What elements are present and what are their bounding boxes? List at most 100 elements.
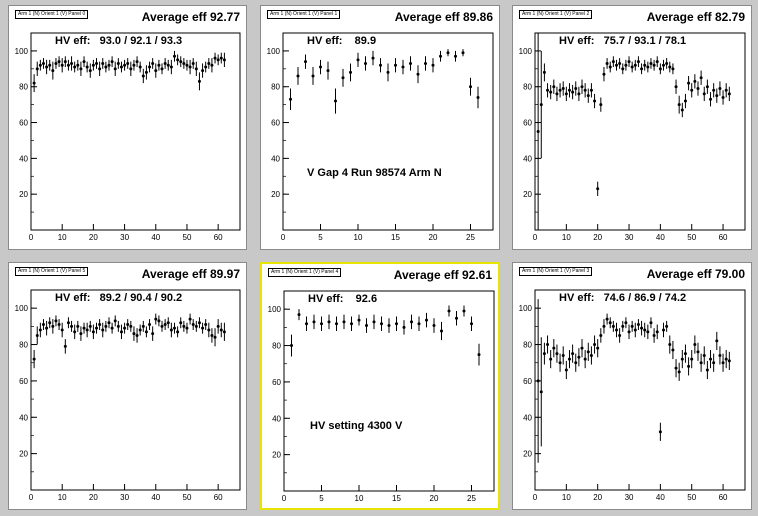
data-point <box>48 63 52 67</box>
data-point <box>160 67 164 71</box>
data-point <box>677 370 681 374</box>
data-point <box>696 350 700 354</box>
data-point <box>643 328 647 332</box>
data-point <box>621 67 625 71</box>
data-point <box>176 58 180 62</box>
data-point <box>41 61 45 65</box>
data-point <box>63 344 67 348</box>
x-tick-label: 40 <box>151 493 160 502</box>
data-point <box>179 321 183 325</box>
data-point <box>539 103 543 107</box>
data-point <box>614 63 618 67</box>
data-point <box>558 361 562 365</box>
data-point <box>668 343 672 347</box>
data-point <box>191 61 195 65</box>
plot-frame <box>283 290 495 492</box>
data-point <box>126 61 130 65</box>
y-tick-label: 40 <box>271 154 280 163</box>
efficiency-scatter-plot: 20 40 60 80 100 0 10 20 30 40 50 60 HV eff: 75.7 / 9… <box>519 32 746 242</box>
data-point <box>210 333 214 337</box>
data-point <box>580 85 584 89</box>
data-point <box>702 353 706 357</box>
data-point <box>66 321 70 325</box>
panel-2[interactable]: Arm 1 (N) Orient 1 (V) Panel 2 Average e… <box>512 5 752 250</box>
data-point <box>123 63 127 67</box>
y-tick-label: 40 <box>19 413 28 422</box>
data-point <box>658 67 662 71</box>
data-point <box>185 63 189 67</box>
data-point <box>185 326 189 330</box>
panel-1[interactable]: Arm 1 (N) Orient 1 (V) Panel 1 Average e… <box>260 5 500 250</box>
data-point <box>32 357 36 361</box>
data-point <box>577 355 581 359</box>
data-point <box>66 63 70 67</box>
data-point <box>470 322 473 326</box>
data-point <box>439 54 442 58</box>
panel-0[interactable]: Arm 1 (N) Orient 1 (V) Panel 0 Average e… <box>8 5 247 250</box>
average-efficiency-label: Average eff 92.77 <box>141 10 240 24</box>
plot-annotation: HV setting 4300 V <box>310 420 403 432</box>
data-point <box>157 63 161 67</box>
x-tick-label: 30 <box>120 493 129 502</box>
data-point <box>605 317 609 321</box>
data-point <box>536 379 540 383</box>
y-tick-label: 100 <box>15 47 29 56</box>
data-point <box>188 65 192 69</box>
y-tick-label: 80 <box>523 341 532 350</box>
data-point <box>630 324 634 328</box>
data-point <box>141 74 145 78</box>
data-point <box>476 95 480 99</box>
data-point <box>690 357 694 361</box>
x-tick-label: 60 <box>719 233 728 242</box>
y-tick-label: 80 <box>19 83 28 92</box>
average-efficiency-label: Average eff 82.79 <box>646 10 745 24</box>
data-point <box>555 92 559 96</box>
data-point <box>88 324 92 328</box>
data-point <box>567 88 571 92</box>
data-point <box>163 61 167 65</box>
data-point <box>107 63 111 67</box>
data-point <box>222 58 226 62</box>
data-point <box>113 319 117 323</box>
data-point <box>129 67 133 71</box>
panel-3[interactable]: Arm 1 (N) Orient 1 (V) Panel 5 Average e… <box>8 262 247 510</box>
data-point <box>724 88 728 92</box>
data-point <box>154 317 158 321</box>
data-point <box>655 330 659 334</box>
data-point <box>51 69 55 73</box>
data-point <box>633 328 637 332</box>
y-tick-label: 20 <box>19 190 28 199</box>
data-point <box>182 61 186 65</box>
data-point <box>356 58 360 62</box>
data-point <box>705 368 709 372</box>
data-point <box>546 343 550 347</box>
x-tick-label: 0 <box>29 493 34 502</box>
data-point <box>614 328 618 332</box>
data-point <box>110 60 114 64</box>
data-point <box>113 67 117 71</box>
x-tick-label: 60 <box>719 493 728 502</box>
data-point <box>60 328 64 332</box>
data-point <box>98 67 102 71</box>
data-point <box>690 88 694 92</box>
x-tick-label: 20 <box>593 233 602 242</box>
x-tick-label: 25 <box>467 494 476 503</box>
x-tick-label: 50 <box>687 493 696 502</box>
data-point <box>126 323 130 327</box>
efficiency-scatter-plot: 20 40 60 80 100 0 5 10 15 20 25 HV eff: 92.6 HV sett… <box>268 290 495 503</box>
data-point <box>45 65 49 69</box>
panel-4[interactable]: Arm 1 (N) Orient 1 (V) Panel 4 Average e… <box>260 262 500 510</box>
hv-efficiency-text: HV eff: 92.6 <box>308 293 377 305</box>
data-point <box>297 313 301 317</box>
data-point <box>335 322 338 326</box>
data-point <box>627 330 631 334</box>
data-point <box>583 357 587 361</box>
data-point <box>552 85 556 89</box>
data-point <box>571 352 575 356</box>
data-point <box>561 87 565 91</box>
y-tick-label: 20 <box>272 451 281 460</box>
data-point <box>432 324 436 328</box>
data-point <box>721 361 725 365</box>
panel-5[interactable]: Arm 1 (N) Orient 1 (V) Panel 3 Average e… <box>512 262 752 510</box>
data-point <box>70 324 74 328</box>
